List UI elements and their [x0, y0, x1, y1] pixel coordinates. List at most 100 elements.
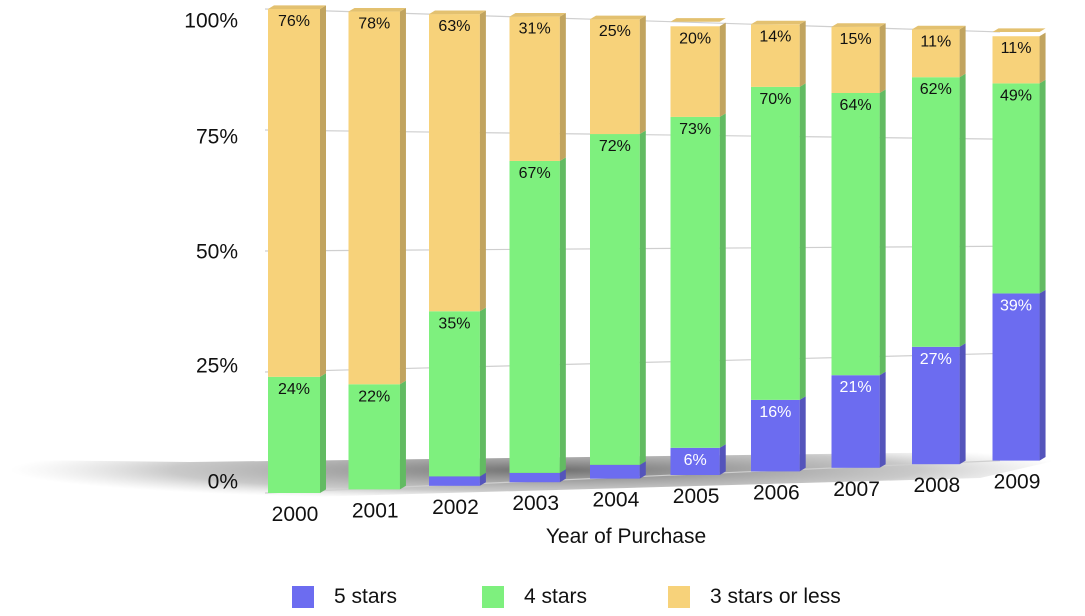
bar-side: [1039, 32, 1046, 84]
data-label-3-stars-or-less-2007: 15%: [840, 31, 872, 48]
bar-segment-5-stars-2005: [670, 444, 726, 475]
bar-top: [590, 15, 646, 20]
bar-top: [912, 25, 966, 30]
bar-segment-4-stars-2008: [912, 73, 966, 347]
bar-segment-5-stars-2007: [831, 371, 886, 468]
data-label-4-stars-2000: 24%: [278, 381, 310, 398]
bar-side: [799, 20, 806, 87]
bar-segment-3-stars-or-less-2007: [831, 23, 886, 93]
bar-side: [719, 113, 726, 448]
bar-segment-3-stars-or-less-2009: [992, 32, 1046, 84]
bar-segment-4-stars-2001: [348, 380, 406, 490]
bar-segment-5-stars-2008: [912, 343, 966, 465]
legend-item-5-stars: 5 stars: [292, 585, 397, 609]
data-label-3-stars-or-less-2000: 76%: [278, 13, 310, 30]
legend-swatch-4-stars: [482, 586, 504, 608]
bar-segment-5-stars-2003: [509, 469, 566, 483]
data-label-4-stars-2003: 67%: [519, 165, 551, 182]
bar-side: [399, 380, 406, 490]
bar-front: [429, 14, 480, 312]
bar-side: [559, 13, 566, 161]
bar-segment-3-stars-or-less-2004: [590, 15, 646, 135]
x-tick-label: 2004: [593, 489, 640, 512]
bar-front: [268, 9, 320, 377]
bar-side: [559, 157, 566, 473]
bar-front: [831, 26, 880, 93]
data-label-5-stars-2009: 39%: [1000, 297, 1032, 314]
data-label-3-stars-or-less-2005: 20%: [679, 30, 711, 47]
bar-top: [831, 23, 886, 27]
bar-segment-4-stars-2002: [429, 307, 486, 477]
bar-front: [509, 160, 560, 473]
bar-front: [912, 29, 960, 78]
bar-segment-3-stars-or-less-2006: [751, 20, 806, 87]
bar-side: [719, 22, 726, 117]
x-tick-label: 2002: [432, 496, 479, 519]
bar-side: [959, 343, 966, 465]
bar-side: [639, 15, 646, 135]
bar-segment-3-stars-or-less-2003: [509, 13, 566, 161]
legend-label: 4 stars: [524, 585, 588, 608]
data-label-3-stars-or-less-2009: 11%: [1001, 40, 1032, 57]
x-tick-label: 2005: [673, 485, 720, 508]
bars: [268, 5, 1046, 493]
bar-front: [670, 447, 720, 475]
bar-side: [639, 130, 646, 465]
legend-swatch-3-stars-or-less: [668, 586, 690, 608]
legend: 5 stars 4 stars 3 stars or less: [0, 585, 1085, 615]
bar-side: [399, 7, 406, 385]
data-label-5-stars-2008: 27%: [920, 351, 952, 368]
bar-front: [268, 376, 320, 493]
bar-front: [348, 384, 400, 490]
bar-side: [479, 10, 486, 312]
bar-front: [509, 16, 560, 161]
legend-item-4-stars: 4 stars: [482, 585, 587, 609]
bar-front: [912, 346, 960, 465]
bar-front: [751, 86, 800, 400]
bar-front: [348, 11, 400, 385]
bar-front: [670, 26, 720, 117]
data-label-4-stars-2006: 70%: [759, 91, 791, 108]
bar-segment-4-stars-2005: [670, 113, 726, 448]
bar-front: [751, 399, 800, 472]
bar-front: [992, 36, 1040, 84]
bar-segment-5-stars-2002: [429, 472, 486, 486]
x-tick-label: 2003: [512, 492, 559, 515]
data-label-3-stars-or-less-2008: 11%: [920, 33, 951, 50]
data-labels: 24% 76% 22% 78% 35% 63% 67% 31% 72% 25% 6% 73% 20% 16…: [278, 13, 1032, 469]
bar-front: [992, 83, 1040, 294]
legend-label: 5 stars: [334, 585, 398, 608]
data-label-4-stars-2008: 62%: [920, 81, 952, 98]
bar-side: [1039, 79, 1046, 294]
bar-side: [1039, 289, 1046, 461]
bar-segment-5-stars-2009: [992, 289, 1046, 461]
y-tick-label: 0%: [208, 471, 238, 494]
bar-top: [348, 7, 406, 12]
bar-side: [719, 444, 726, 475]
bar-top: [429, 10, 486, 15]
y-tick-label: 75%: [196, 126, 238, 149]
bar-side: [879, 89, 886, 376]
y-tick-label: 25%: [196, 355, 238, 378]
x-tick-label: 2008: [913, 474, 960, 497]
bar-front: [670, 116, 720, 448]
x-axis: 2000 2001 2002 2003 2004 2005 2006 2007 2008 2009: [272, 471, 1041, 526]
data-label-4-stars-2004: 72%: [599, 138, 631, 155]
bar-front: [831, 92, 880, 376]
bar-top: [670, 18, 726, 22]
data-label-4-stars-2001: 22%: [358, 388, 390, 405]
x-tick-label: 2009: [994, 471, 1041, 494]
bar-side: [879, 371, 886, 468]
bar-segment-3-stars-or-less-2008: [912, 25, 966, 78]
bar-side: [959, 73, 966, 347]
data-label-4-stars-2005: 73%: [679, 121, 711, 138]
bar-top: [509, 13, 566, 17]
data-label-4-stars-2002: 35%: [438, 315, 470, 332]
bar-front: [429, 476, 480, 486]
bar-side: [320, 373, 326, 493]
bar-side: [639, 461, 646, 479]
bar-front: [590, 464, 640, 479]
bar-segment-4-stars-2006: [751, 83, 806, 400]
bar-segment-4-stars-2009: [992, 79, 1046, 294]
bar-side: [959, 25, 966, 78]
